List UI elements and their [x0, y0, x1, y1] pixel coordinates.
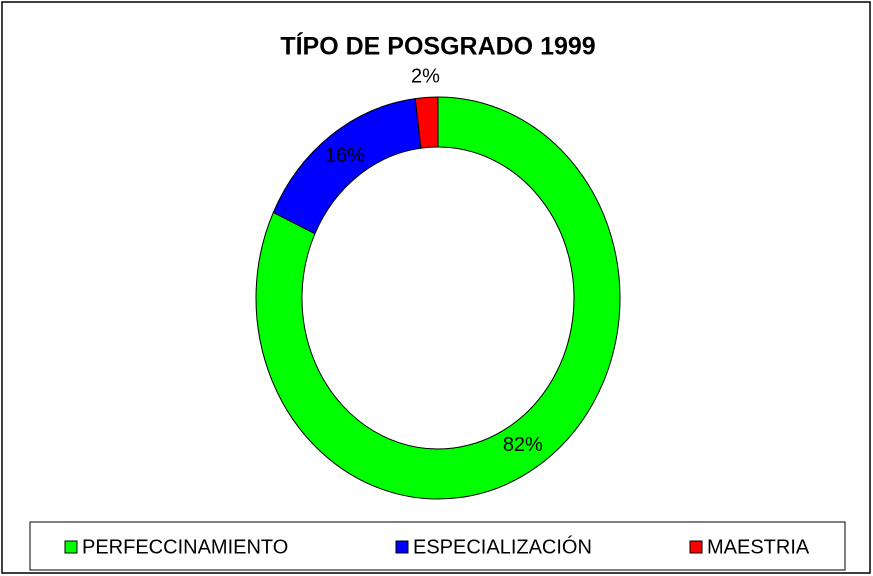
data-label: 82% — [503, 434, 543, 456]
legend-swatch — [64, 540, 78, 554]
data-label: 16% — [325, 145, 365, 167]
legend-label: MAESTRIA — [707, 536, 810, 558]
donut-segment — [414, 96, 439, 149]
legend-label: PERFECCINAMIENTO — [82, 536, 288, 558]
legend-label: ESPECIALIZACIÓN — [413, 535, 592, 558]
chart-title: TÍPO DE POSGRADO 1999 — [280, 32, 595, 61]
legend-swatch — [689, 540, 703, 554]
donut-segment — [255, 96, 621, 500]
legend-box — [29, 521, 846, 571]
data-label: 2% — [411, 66, 440, 88]
legend-swatch — [395, 540, 409, 554]
